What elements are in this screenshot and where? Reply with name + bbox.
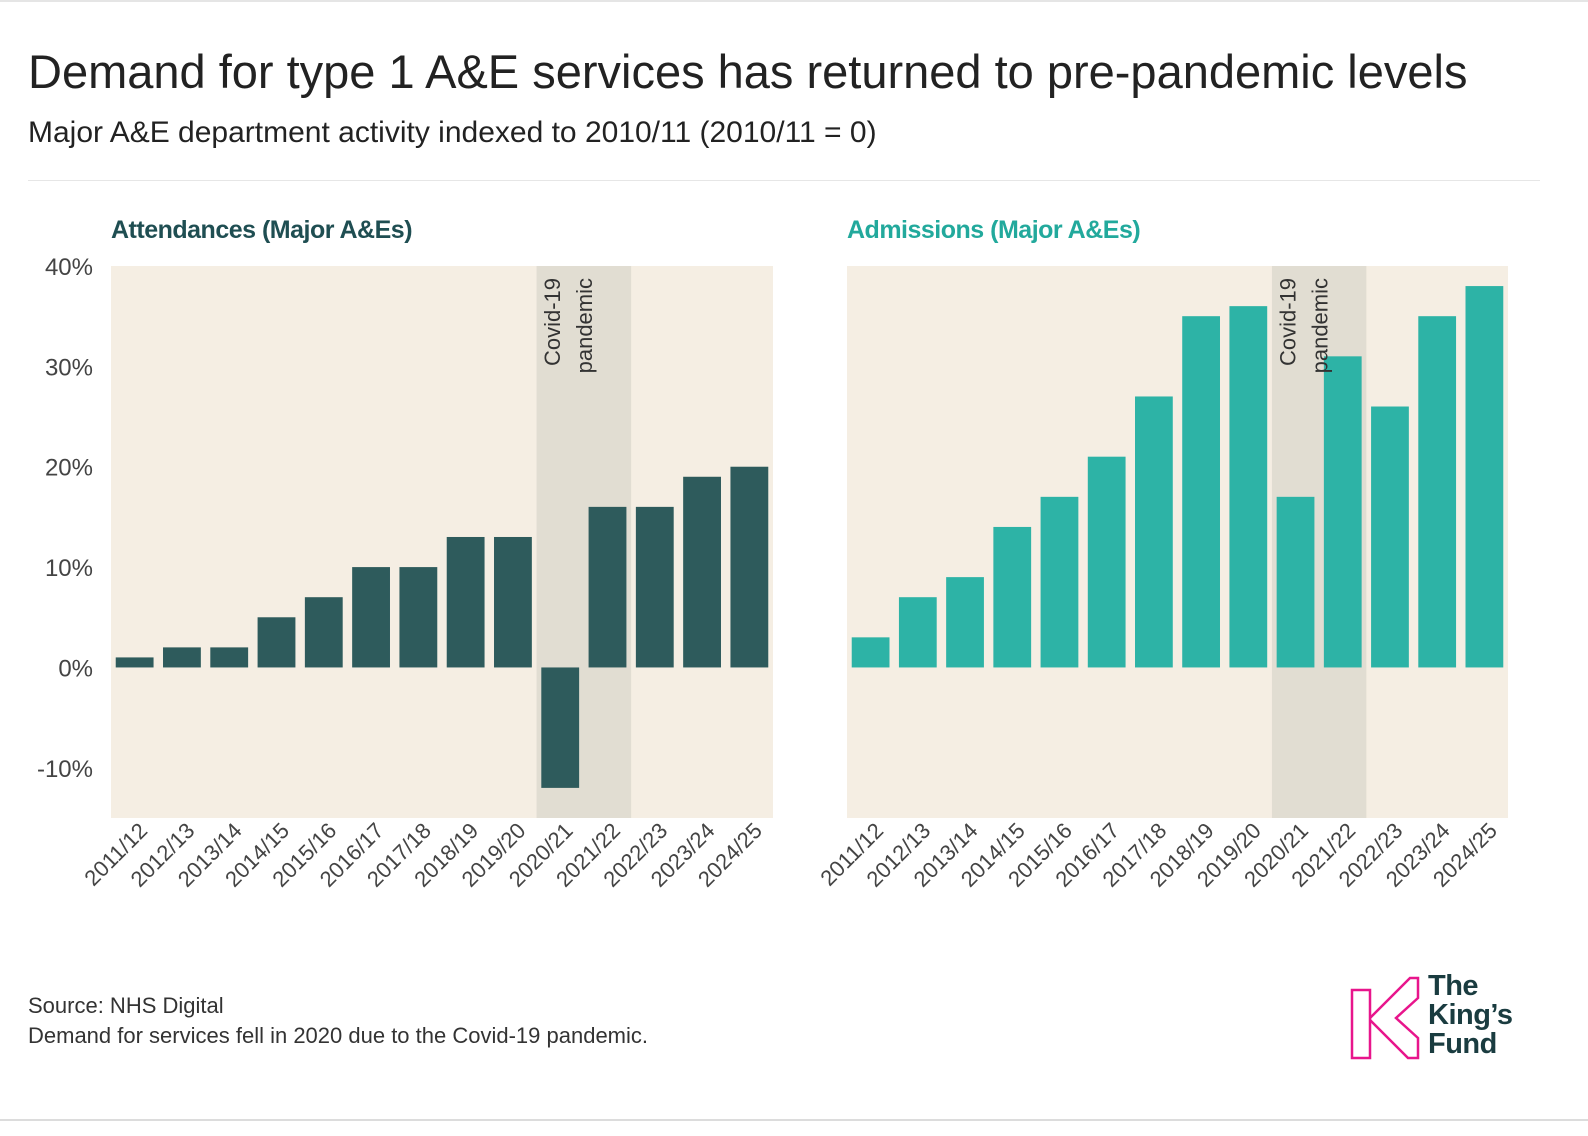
bar-2017-18 [1135,396,1173,668]
bar-2015-16 [304,597,343,668]
bar-2019-20 [494,536,532,668]
bar-2023-24 [1418,316,1457,668]
footer-source: Source: NHS Digital [28,993,224,1018]
annotation-line: pandemic [1308,278,1333,373]
logo-line-2: King’s [1428,999,1513,1031]
chart-title: Demand for type 1 A&E services has retur… [28,45,1468,98]
bar-2013-14 [210,647,249,668]
bar-2016-17 [352,567,390,668]
annotation-line: Covid-19 [1276,278,1301,366]
bar-2020-21 [541,667,580,788]
y-tick-label: 20% [45,455,93,482]
bar-2014-15 [993,526,1032,668]
kings-fund-logo-text: The King’s Fund [1428,972,1513,1059]
annotation-line: pandemic [572,278,597,373]
annotation-line: Covid-19 [540,278,565,366]
panel-title-1: Attendances (Major A&Es) [111,216,412,244]
bar-2022-23 [1371,406,1409,668]
bar-2018-19 [1182,316,1220,668]
bar-2011-12 [851,637,890,668]
bar-2023-24 [683,476,721,668]
logo-line-3: Fund [1428,1028,1497,1060]
panel-title-2: Admissions (Major A&Es) [847,216,1140,244]
charts-area: Attendances (Major A&Es) -10% 0% 10% 20% 30% 4… [37,216,1508,892]
header-divider [28,180,1540,181]
y-tick-label: 10% [45,555,93,582]
bar-2024-25 [1465,286,1504,668]
kings-fund-logo: The King’s Fund [1350,972,1520,1062]
bar-2018-19 [446,536,485,668]
bar-2016-17 [1087,456,1126,668]
y-tick-label: 0% [58,655,93,682]
top-rule [0,0,1588,2]
bar-2019-20 [1229,306,1268,668]
bar-2015-16 [1040,496,1079,668]
bar-2024-25 [730,466,769,668]
y-tick-label: -10% [37,756,93,783]
bar-2021-22 [588,506,627,668]
bottom-rule [0,1119,1588,1121]
bar-2014-15 [257,617,296,668]
bar-2012-13 [898,597,937,668]
bar-2017-18 [399,567,438,668]
y-tick-label: 40% [45,254,93,281]
kings-fund-logo-mark [1350,976,1420,1060]
bar-2022-23 [635,506,674,668]
chart-subtitle: Major A&E department activity indexed to… [28,116,877,149]
bar-2011-12 [115,657,154,668]
pandemic-annotation-1: Covid-19 pandemic [540,278,597,373]
bar-2012-13 [163,647,201,668]
footer-note: Demand for services fell in 2020 due to … [28,1023,649,1048]
y-tick-label: 30% [45,354,93,381]
bar-2021-22 [1323,356,1362,668]
bar-2013-14 [946,577,984,668]
plot-background-1 [111,266,773,818]
pandemic-annotation-2: Covid-19 pandemic [1276,278,1333,373]
bar-2020-21 [1276,496,1315,668]
logo-line-1: The [1428,970,1479,1002]
